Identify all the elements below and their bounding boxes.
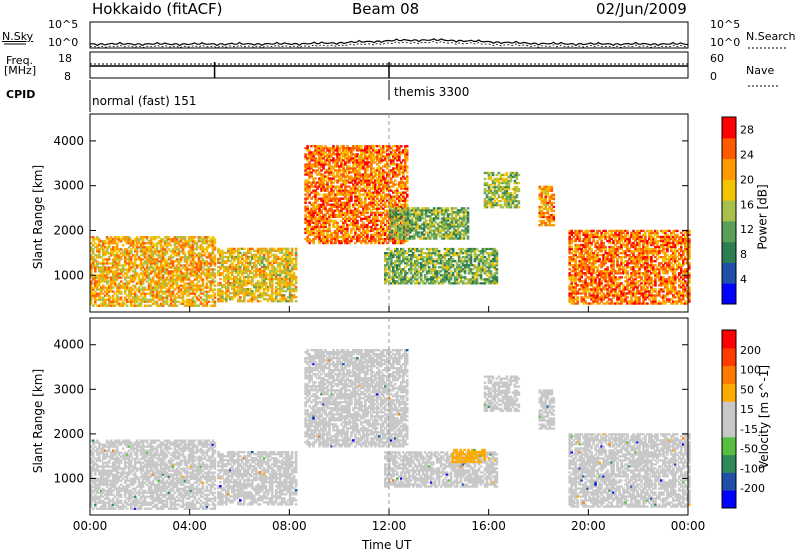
date-title: 02/Jun/2009 xyxy=(596,0,687,18)
x-tick-label-0: 00:00 xyxy=(73,519,108,533)
colorbar-tick-0-4: 20 xyxy=(740,173,754,186)
beam-title: Beam 08 xyxy=(352,0,420,18)
colorbar-seg-1-1 xyxy=(722,472,736,491)
velocity-colorbar-frame xyxy=(721,329,737,509)
colorbar-tick-1-6: -100 xyxy=(740,462,765,475)
noise-left-tick-bottom: 10^0 xyxy=(48,36,79,49)
cpid-mode-2: themis 3300 xyxy=(394,85,470,99)
noise-search-trace xyxy=(89,40,689,49)
freq-tick-bottom: 8 xyxy=(64,70,71,83)
colorbar-seg-1-8 xyxy=(722,347,736,367)
colorbar-seg-1-6 xyxy=(722,383,736,402)
y-tick-label-0-1: 2000 xyxy=(53,223,84,237)
y-tick-label-1-2: 3000 xyxy=(53,382,84,396)
colorbar-tick-0-0: 4 xyxy=(740,273,747,286)
y-tick-label-0-3: 4000 xyxy=(53,134,84,148)
colorbar-seg-1-2 xyxy=(722,454,736,473)
colorbar-tick-1-7: -200 xyxy=(740,482,765,495)
x-tick-label-6: 00:00 xyxy=(671,519,706,533)
x-tick-label-1: 04:00 xyxy=(172,519,207,533)
noise-right-tick-top: 10^5 xyxy=(710,18,741,31)
cpid-mode-1: normal (fast) 151 xyxy=(92,94,197,108)
noise-left-tick-top: 10^5 xyxy=(48,18,79,31)
colorbar-tick-1-4: -15 xyxy=(740,423,758,436)
colorbar-seg-1-4 xyxy=(722,419,736,438)
x-axis-label: Time UT xyxy=(362,538,412,552)
colorbar-seg-0-3 xyxy=(722,220,736,243)
station-title: Hokkaido (fitACF) xyxy=(92,0,223,18)
colorbar-seg-0-8 xyxy=(722,117,736,139)
colorbar-seg-0-0 xyxy=(722,283,736,305)
colorbar-seg-0-7 xyxy=(722,137,736,160)
colorbar-tick-1-1: 100 xyxy=(740,364,761,377)
colorbar-tick-1-2: 50 xyxy=(740,383,754,396)
colorbar-tick-0-1: 8 xyxy=(740,248,747,261)
cpid-label: CPID xyxy=(6,88,36,101)
x-tick-label-3: 12:00 xyxy=(372,519,407,533)
colorbar-seg-1-7 xyxy=(722,365,736,384)
nave-tick-top: 60 xyxy=(710,52,724,65)
colorbar-seg-0-5 xyxy=(722,179,736,201)
y-tick-label-0-0: 1000 xyxy=(53,268,84,282)
x-tick-label-4: 16:00 xyxy=(471,519,506,533)
colorbar-seg-0-6 xyxy=(722,158,736,180)
nave-tick-bottom: 0 xyxy=(710,70,717,83)
noise-panel-frame xyxy=(89,21,689,49)
y-tick-label-1-0: 1000 xyxy=(53,471,84,485)
freq-label-line2: [MHz] xyxy=(4,64,37,77)
nsearch-label: N.Search xyxy=(746,30,796,43)
noise-sky-trace xyxy=(89,38,689,47)
power-colorbar-frame xyxy=(721,116,737,305)
x-tick-label-2: 08:00 xyxy=(272,519,307,533)
nave-label: Nave xyxy=(746,64,775,77)
y-tick-label-1-3: 4000 xyxy=(53,338,84,352)
colorbar-tick-1-3: 15 xyxy=(740,403,754,416)
x-tick-label-5: 20:00 xyxy=(571,519,606,533)
power-echo-layer xyxy=(90,145,691,307)
colorbar-tick-1-0: 200 xyxy=(740,344,761,357)
colorbar-seg-0-2 xyxy=(722,241,736,263)
y-tick-label-1-1: 2000 xyxy=(53,427,84,441)
colorbar-seg-1-3 xyxy=(722,436,736,456)
colorbar-tick-0-5: 24 xyxy=(740,148,754,161)
freq-tick-top: 18 xyxy=(58,52,72,65)
freq-label-line1: Freq. xyxy=(6,54,34,67)
colorbar-seg-0-1 xyxy=(722,262,736,284)
colorbar-seg-1-0 xyxy=(722,490,736,509)
noise-right-tick-bottom: 10^0 xyxy=(710,36,741,49)
y-tick-label-0-2: 3000 xyxy=(53,179,84,193)
colorbar-seg-0-4 xyxy=(722,200,736,222)
colorbar-tick-0-2: 12 xyxy=(740,223,754,236)
colorbar-seg-1-9 xyxy=(722,330,736,349)
nsky-label: N.Sky xyxy=(2,30,34,43)
velocity-echo-layer xyxy=(90,349,691,510)
colorbar-tick-0-3: 16 xyxy=(740,198,754,211)
colorbar-tick-1-5: -50 xyxy=(740,443,758,456)
colorbar-tick-0-6: 28 xyxy=(740,123,754,136)
colorbar-seg-1-5 xyxy=(722,401,736,420)
